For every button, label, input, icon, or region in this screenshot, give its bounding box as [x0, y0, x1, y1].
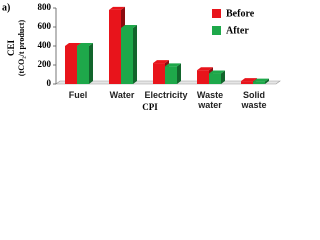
bar-front	[77, 46, 89, 84]
bar-front	[209, 73, 221, 84]
legend-swatch	[212, 9, 221, 18]
x-tick-label: Fuel	[68, 90, 88, 100]
x-tick-label: Solid waste	[241, 90, 267, 110]
bar-front	[109, 9, 121, 84]
bar-side	[265, 78, 269, 84]
bar-top	[109, 6, 125, 10]
bar-top	[153, 60, 169, 64]
legend-swatch	[212, 26, 221, 35]
legend-label: Before	[226, 8, 255, 19]
bar-front	[253, 81, 265, 84]
bar	[209, 70, 225, 84]
bar-top	[77, 43, 93, 46]
x-tick-label: Water	[109, 90, 135, 100]
y-tick-label: 200	[38, 59, 52, 69]
bar-front	[241, 81, 253, 84]
bar-front	[165, 66, 177, 84]
bar-top	[197, 67, 213, 71]
y-tick-label: 400	[38, 40, 52, 50]
bar-front	[65, 46, 77, 84]
x-tick-label: Electricity	[144, 90, 188, 100]
bar-top	[241, 78, 257, 82]
bar-top	[209, 70, 225, 74]
y-tick-label: 800	[38, 2, 52, 12]
bar-side	[221, 70, 225, 84]
y-axis-unit: (tCO₂/t product)	[17, 20, 26, 77]
x-tick-label: Waste water	[196, 90, 224, 110]
bar-top	[121, 24, 137, 28]
chart: a) CEI (tCO₂/t product) CPI 0 200 400 600 80…	[0, 0, 291, 116]
bar-front	[197, 70, 209, 84]
y-tick-label: 600	[38, 21, 52, 31]
bar-front	[153, 63, 165, 84]
bar-side	[89, 43, 93, 84]
bar-top	[65, 43, 81, 46]
bar	[77, 43, 93, 84]
bar	[121, 24, 137, 84]
bar-side	[133, 24, 137, 84]
legend-label: After	[226, 25, 249, 36]
x-axis-title: CPI	[142, 102, 158, 112]
bar-top	[165, 63, 181, 67]
bar-front	[121, 27, 133, 84]
bar-side	[177, 63, 181, 84]
y-tick-label: 0	[47, 78, 52, 88]
bar	[253, 78, 269, 84]
bar	[165, 63, 181, 84]
panel-label: a)	[2, 2, 10, 13]
y-axis-title: CEI	[6, 40, 16, 57]
chart-svg: a) CEI (tCO₂/t product) CPI 0 200 400 600 80…	[2, 2, 281, 112]
bar-top	[253, 78, 269, 82]
